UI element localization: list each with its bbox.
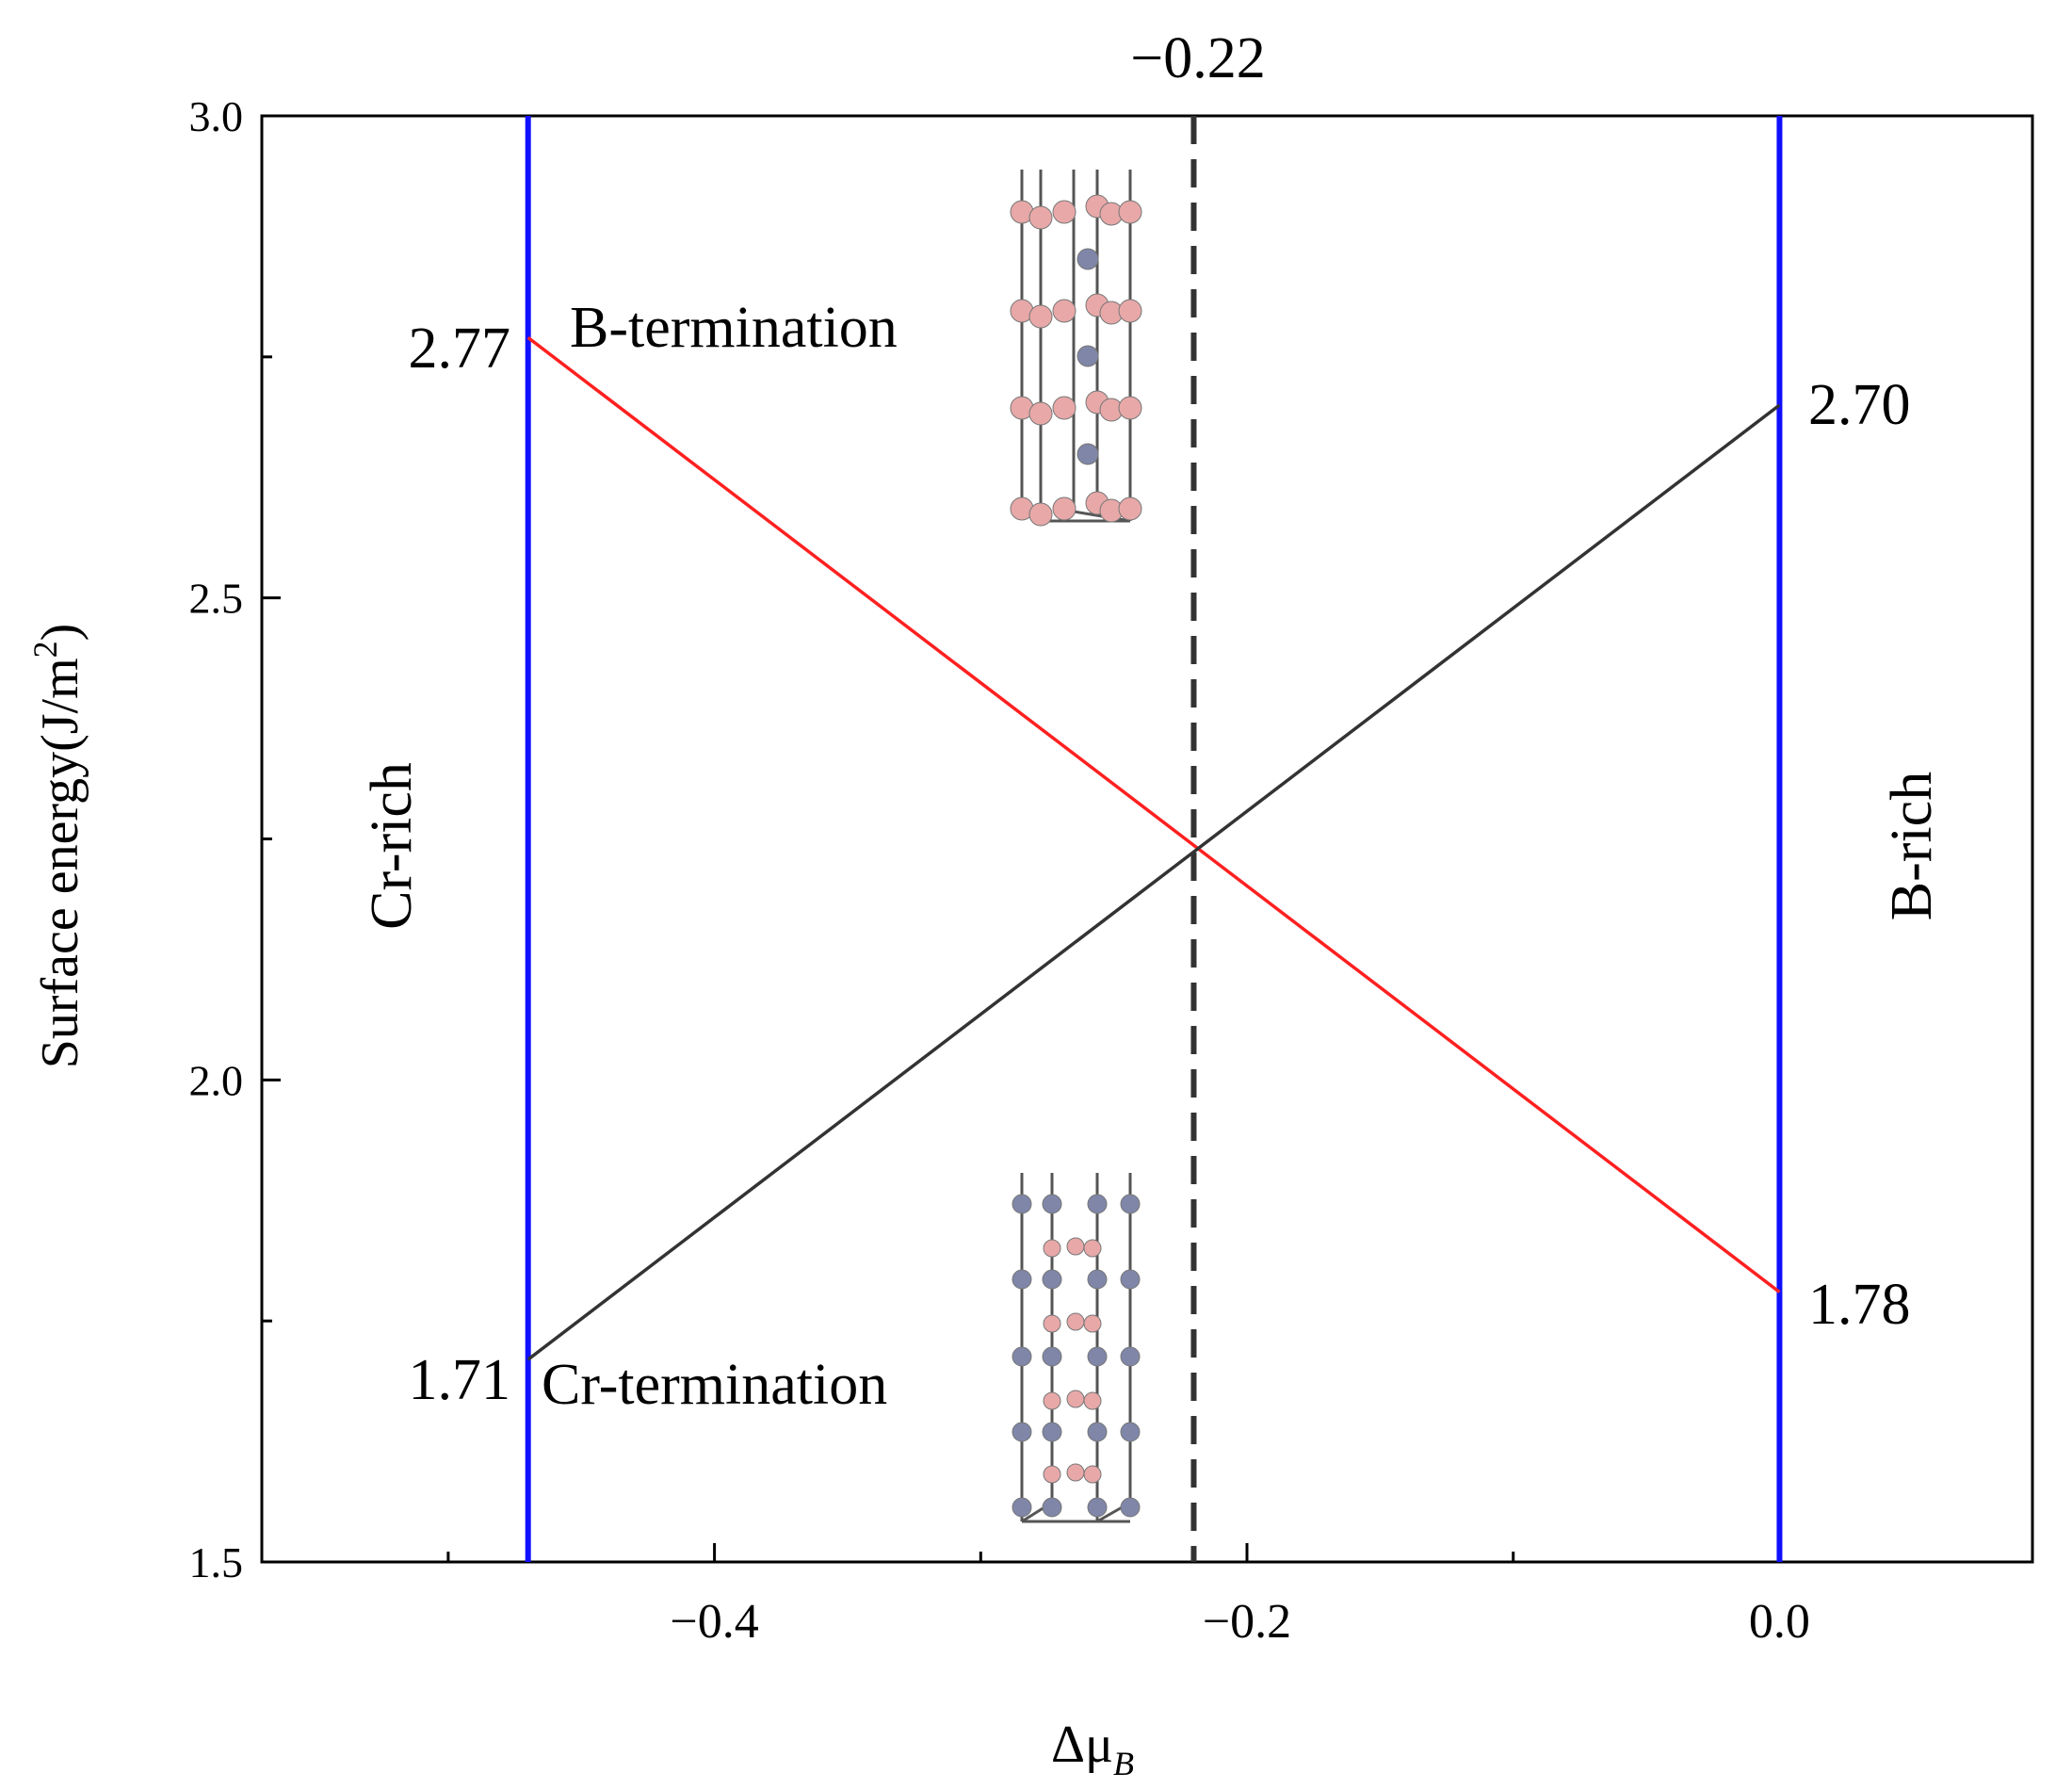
x-tick-label: 0.0 [1749, 1595, 1810, 1649]
b-atom [1052, 200, 1076, 224]
cr-atom [1087, 1194, 1108, 1214]
cr-atom [1012, 1194, 1032, 1214]
crossover-label: −0.22 [1130, 26, 1265, 90]
cr-atom [1012, 1497, 1032, 1518]
value-label-cr-left: 1.71 [409, 1348, 511, 1412]
value-label-b-left: 2.77 [409, 317, 511, 381]
plot-lines [525, 116, 1783, 1562]
cr-atom [1012, 1422, 1032, 1442]
b-atom [1066, 1463, 1085, 1482]
x-tick-label: −0.4 [670, 1595, 758, 1649]
value-label-cr-right: 2.70 [1808, 373, 1911, 437]
cr-atom [1120, 1194, 1141, 1214]
cr-atom [1087, 1497, 1108, 1518]
cr-atom [1042, 1346, 1062, 1367]
b-atom [1052, 496, 1076, 521]
cr-atom [1087, 1422, 1108, 1442]
b-atom [1066, 1390, 1085, 1408]
y-tick-label: 3.0 [189, 92, 244, 140]
b-atom [1083, 1391, 1102, 1410]
y-tick-label: 2.0 [189, 1056, 244, 1104]
b-atom [1028, 205, 1053, 230]
cr-atom [1042, 1269, 1062, 1290]
y-tick-label: 2.5 [189, 575, 244, 623]
cr-atom [1042, 1194, 1062, 1214]
cr-atom [1120, 1497, 1141, 1518]
b-atom [1043, 1314, 1061, 1333]
cr-atom [1087, 1346, 1108, 1367]
b-atom [1028, 502, 1053, 527]
cr-termination-structure-icon [1012, 1173, 1141, 1523]
cr-atom [1120, 1346, 1141, 1367]
cr-atom [1042, 1497, 1062, 1518]
b-atom [1052, 396, 1076, 420]
cr-atom [1076, 248, 1099, 270]
cr-atom [1120, 1422, 1141, 1442]
cr-atom [1012, 1346, 1032, 1367]
b-atom [1083, 1465, 1102, 1484]
series-line-cr-termination [526, 403, 1781, 1361]
cr-atom [1076, 443, 1099, 465]
b-atom [1066, 1312, 1085, 1331]
b-atom [1083, 1314, 1102, 1333]
b-termination-structure-icon [1010, 170, 1142, 527]
b-atom [1043, 1465, 1061, 1484]
b-atom [1118, 200, 1142, 224]
b-atom [1052, 299, 1076, 323]
b-atom [1118, 396, 1142, 420]
y-tick-label: 1.5 [189, 1538, 244, 1586]
b-atom [1028, 401, 1053, 426]
b-atom [1066, 1237, 1085, 1256]
cr-atom [1012, 1269, 1032, 1290]
series-label-b-termination: B-termination [570, 296, 898, 360]
cr-atom [1120, 1269, 1141, 1290]
b-atom [1083, 1239, 1102, 1258]
b-atom [1043, 1391, 1061, 1410]
cr-atom [1042, 1422, 1062, 1442]
b-atom [1118, 496, 1142, 521]
cr-atom [1076, 345, 1099, 367]
b-atom [1118, 299, 1142, 323]
region-label-b-rich: B-rich [1880, 772, 1944, 920]
region-label-cr-rich: Cr-rich [360, 762, 424, 930]
series-label-cr-termination: Cr-termination [542, 1353, 887, 1417]
series-line-b-termination [526, 335, 1781, 1293]
b-atom [1043, 1239, 1061, 1258]
b-atom [1028, 304, 1053, 329]
x-tick-label: −0.2 [1203, 1595, 1291, 1649]
axis-ticks: −0.4 −0.2 0.0 1.5 2.0 2.5 3.0 [189, 92, 1810, 1649]
value-label-b-right: 1.78 [1808, 1273, 1911, 1337]
y-axis-title: Surface energy(J/m2) [26, 624, 89, 1069]
cr-atom [1087, 1269, 1108, 1290]
x-axis-title: ΔμB [1051, 1716, 1134, 1782]
